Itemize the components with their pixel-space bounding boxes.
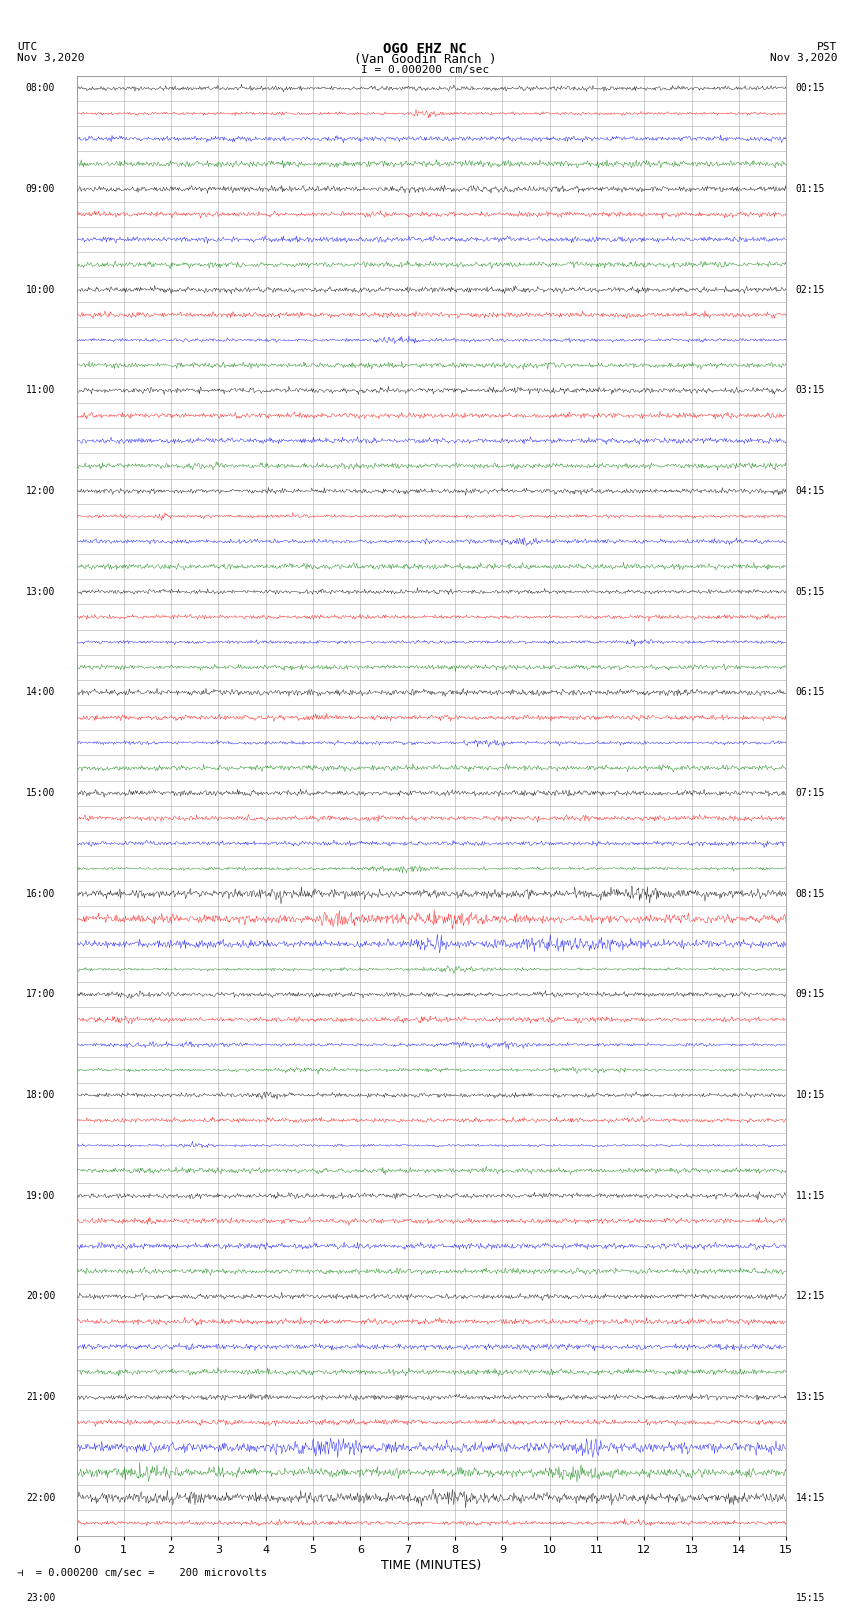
Text: 12:15: 12:15 (796, 1292, 825, 1302)
Text: 07:15: 07:15 (796, 789, 825, 798)
Text: 09:15: 09:15 (796, 989, 825, 1000)
Text: 01:15: 01:15 (796, 184, 825, 194)
Text: PST: PST (817, 42, 837, 52)
Text: 06:15: 06:15 (796, 687, 825, 697)
Text: (Van Goodin Ranch ): (Van Goodin Ranch ) (354, 53, 496, 66)
Text: 17:00: 17:00 (26, 989, 55, 1000)
Text: 22:00: 22:00 (26, 1492, 55, 1503)
Text: 21:00: 21:00 (26, 1392, 55, 1402)
Text: 18:00: 18:00 (26, 1090, 55, 1100)
Text: 03:15: 03:15 (796, 386, 825, 395)
Text: 10:15: 10:15 (796, 1090, 825, 1100)
Text: 00:15: 00:15 (796, 84, 825, 94)
Text: 08:00: 08:00 (26, 84, 55, 94)
Text: UTC: UTC (17, 42, 37, 52)
Text: 13:15: 13:15 (796, 1392, 825, 1402)
Text: Nov 3,2020: Nov 3,2020 (770, 53, 837, 63)
Text: 19:00: 19:00 (26, 1190, 55, 1200)
Text: 04:15: 04:15 (796, 486, 825, 497)
Text: 12:00: 12:00 (26, 486, 55, 497)
X-axis label: TIME (MINUTES): TIME (MINUTES) (382, 1558, 481, 1571)
Text: 15:15: 15:15 (796, 1594, 825, 1603)
Text: 10:00: 10:00 (26, 286, 55, 295)
Text: 11:00: 11:00 (26, 386, 55, 395)
Text: 08:15: 08:15 (796, 889, 825, 898)
Text: 15:00: 15:00 (26, 789, 55, 798)
Text: 09:00: 09:00 (26, 184, 55, 194)
Text: 13:00: 13:00 (26, 587, 55, 597)
Text: Nov 3,2020: Nov 3,2020 (17, 53, 84, 63)
Text: 16:00: 16:00 (26, 889, 55, 898)
Text: 20:00: 20:00 (26, 1292, 55, 1302)
Text: 11:15: 11:15 (796, 1190, 825, 1200)
Text: 14:15: 14:15 (796, 1492, 825, 1503)
Text: ⊣  = 0.000200 cm/sec =    200 microvolts: ⊣ = 0.000200 cm/sec = 200 microvolts (17, 1568, 267, 1578)
Text: I = 0.000200 cm/sec: I = 0.000200 cm/sec (361, 65, 489, 74)
Text: OGO EHZ NC: OGO EHZ NC (383, 42, 467, 56)
Text: 14:00: 14:00 (26, 687, 55, 697)
Text: 23:00: 23:00 (26, 1594, 55, 1603)
Text: 05:15: 05:15 (796, 587, 825, 597)
Text: 02:15: 02:15 (796, 286, 825, 295)
